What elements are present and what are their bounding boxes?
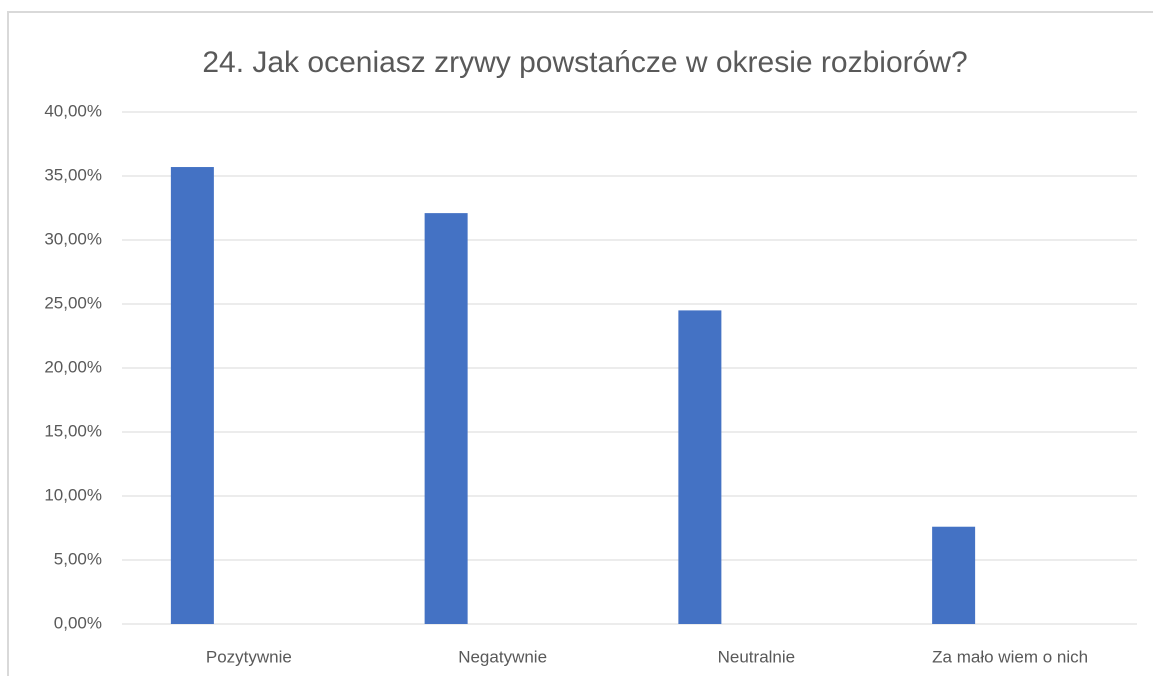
y-tick-label: 30,00% — [44, 229, 102, 248]
y-tick-label: 35,00% — [44, 165, 102, 184]
y-tick-label: 20,00% — [44, 357, 102, 376]
bar — [424, 213, 468, 624]
y-tick-label: 15,00% — [44, 421, 102, 440]
x-tick-label: Neutralnie — [718, 647, 796, 666]
y-tick-label: 0,00% — [54, 613, 102, 632]
chart-title: 24. Jak oceniasz zrywy powstańcze w okre… — [202, 46, 967, 79]
x-tick-label: Za mało wiem o nich — [932, 647, 1088, 666]
bar — [932, 526, 976, 624]
bar — [170, 167, 214, 625]
bar — [678, 310, 722, 624]
y-tick-label: 40,00% — [44, 101, 102, 120]
y-tick-label: 10,00% — [44, 485, 102, 504]
x-tick-label: Negatywnie — [458, 647, 547, 666]
y-tick-label: 25,00% — [44, 293, 102, 312]
y-tick-label: 5,00% — [54, 549, 102, 568]
x-tick-label: Pozytywnie — [206, 647, 292, 666]
